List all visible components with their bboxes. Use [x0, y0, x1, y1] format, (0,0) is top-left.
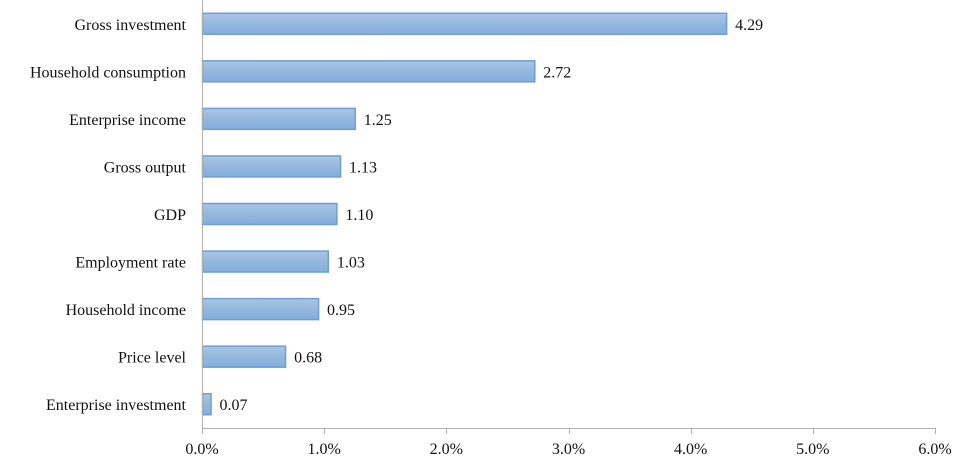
- x-tick-label: 3.0%: [552, 441, 585, 458]
- bar-enterprise-income: [201, 107, 356, 131]
- value-label: 1.03: [337, 255, 365, 272]
- value-label: 0.95: [327, 302, 355, 319]
- value-label: 1.25: [364, 112, 392, 129]
- x-tick-label: 0.0%: [185, 441, 218, 458]
- value-labels: 4.29 2.72 1.25 1.13 1.10 1.03 0.95 0.68 0.07: [220, 17, 764, 414]
- bar-price-level: [201, 345, 287, 368]
- category-label: Household income: [66, 302, 186, 319]
- x-tick-label: 4.0%: [674, 441, 707, 458]
- value-label: 0.07: [220, 397, 248, 414]
- x-tick-label: 6.0%: [918, 441, 951, 458]
- category-label: Price level: [118, 350, 187, 367]
- category-label: Enterprise investment: [46, 397, 187, 414]
- bars-layer: [201, 12, 728, 416]
- bar-employment-rate: [201, 250, 330, 273]
- bar-household-consumption: [201, 60, 536, 83]
- value-label: 4.29: [735, 17, 763, 34]
- bar-gross-investment: [201, 12, 728, 36]
- category-label: Gross output: [104, 159, 187, 176]
- value-label: 2.72: [543, 64, 571, 81]
- bar-household-income: [201, 297, 320, 321]
- value-label: 1.13: [349, 159, 377, 176]
- category-label: Enterprise income: [69, 112, 186, 129]
- bar-gdp: [201, 202, 338, 226]
- axes: 0.0% 1.0% 2.0% 3.0% 4.0% 5.0% 6.0%: [185, 0, 952, 458]
- x-tick-label: 1.0%: [308, 441, 341, 458]
- category-label: Gross investment: [74, 17, 186, 34]
- bar-enterprise-investment: [201, 392, 212, 416]
- category-label: Household consumption: [30, 64, 186, 81]
- category-labels: Gross investment Household consumption Ent…: [30, 17, 187, 414]
- x-tick-label: 2.0%: [430, 441, 463, 458]
- value-label: 1.10: [345, 207, 373, 224]
- value-label: 0.68: [294, 350, 322, 367]
- category-label: GDP: [154, 207, 186, 224]
- category-label: Employment rate: [75, 255, 186, 272]
- x-tick-label: 5.0%: [796, 441, 829, 458]
- bar-gross-output: [201, 155, 342, 178]
